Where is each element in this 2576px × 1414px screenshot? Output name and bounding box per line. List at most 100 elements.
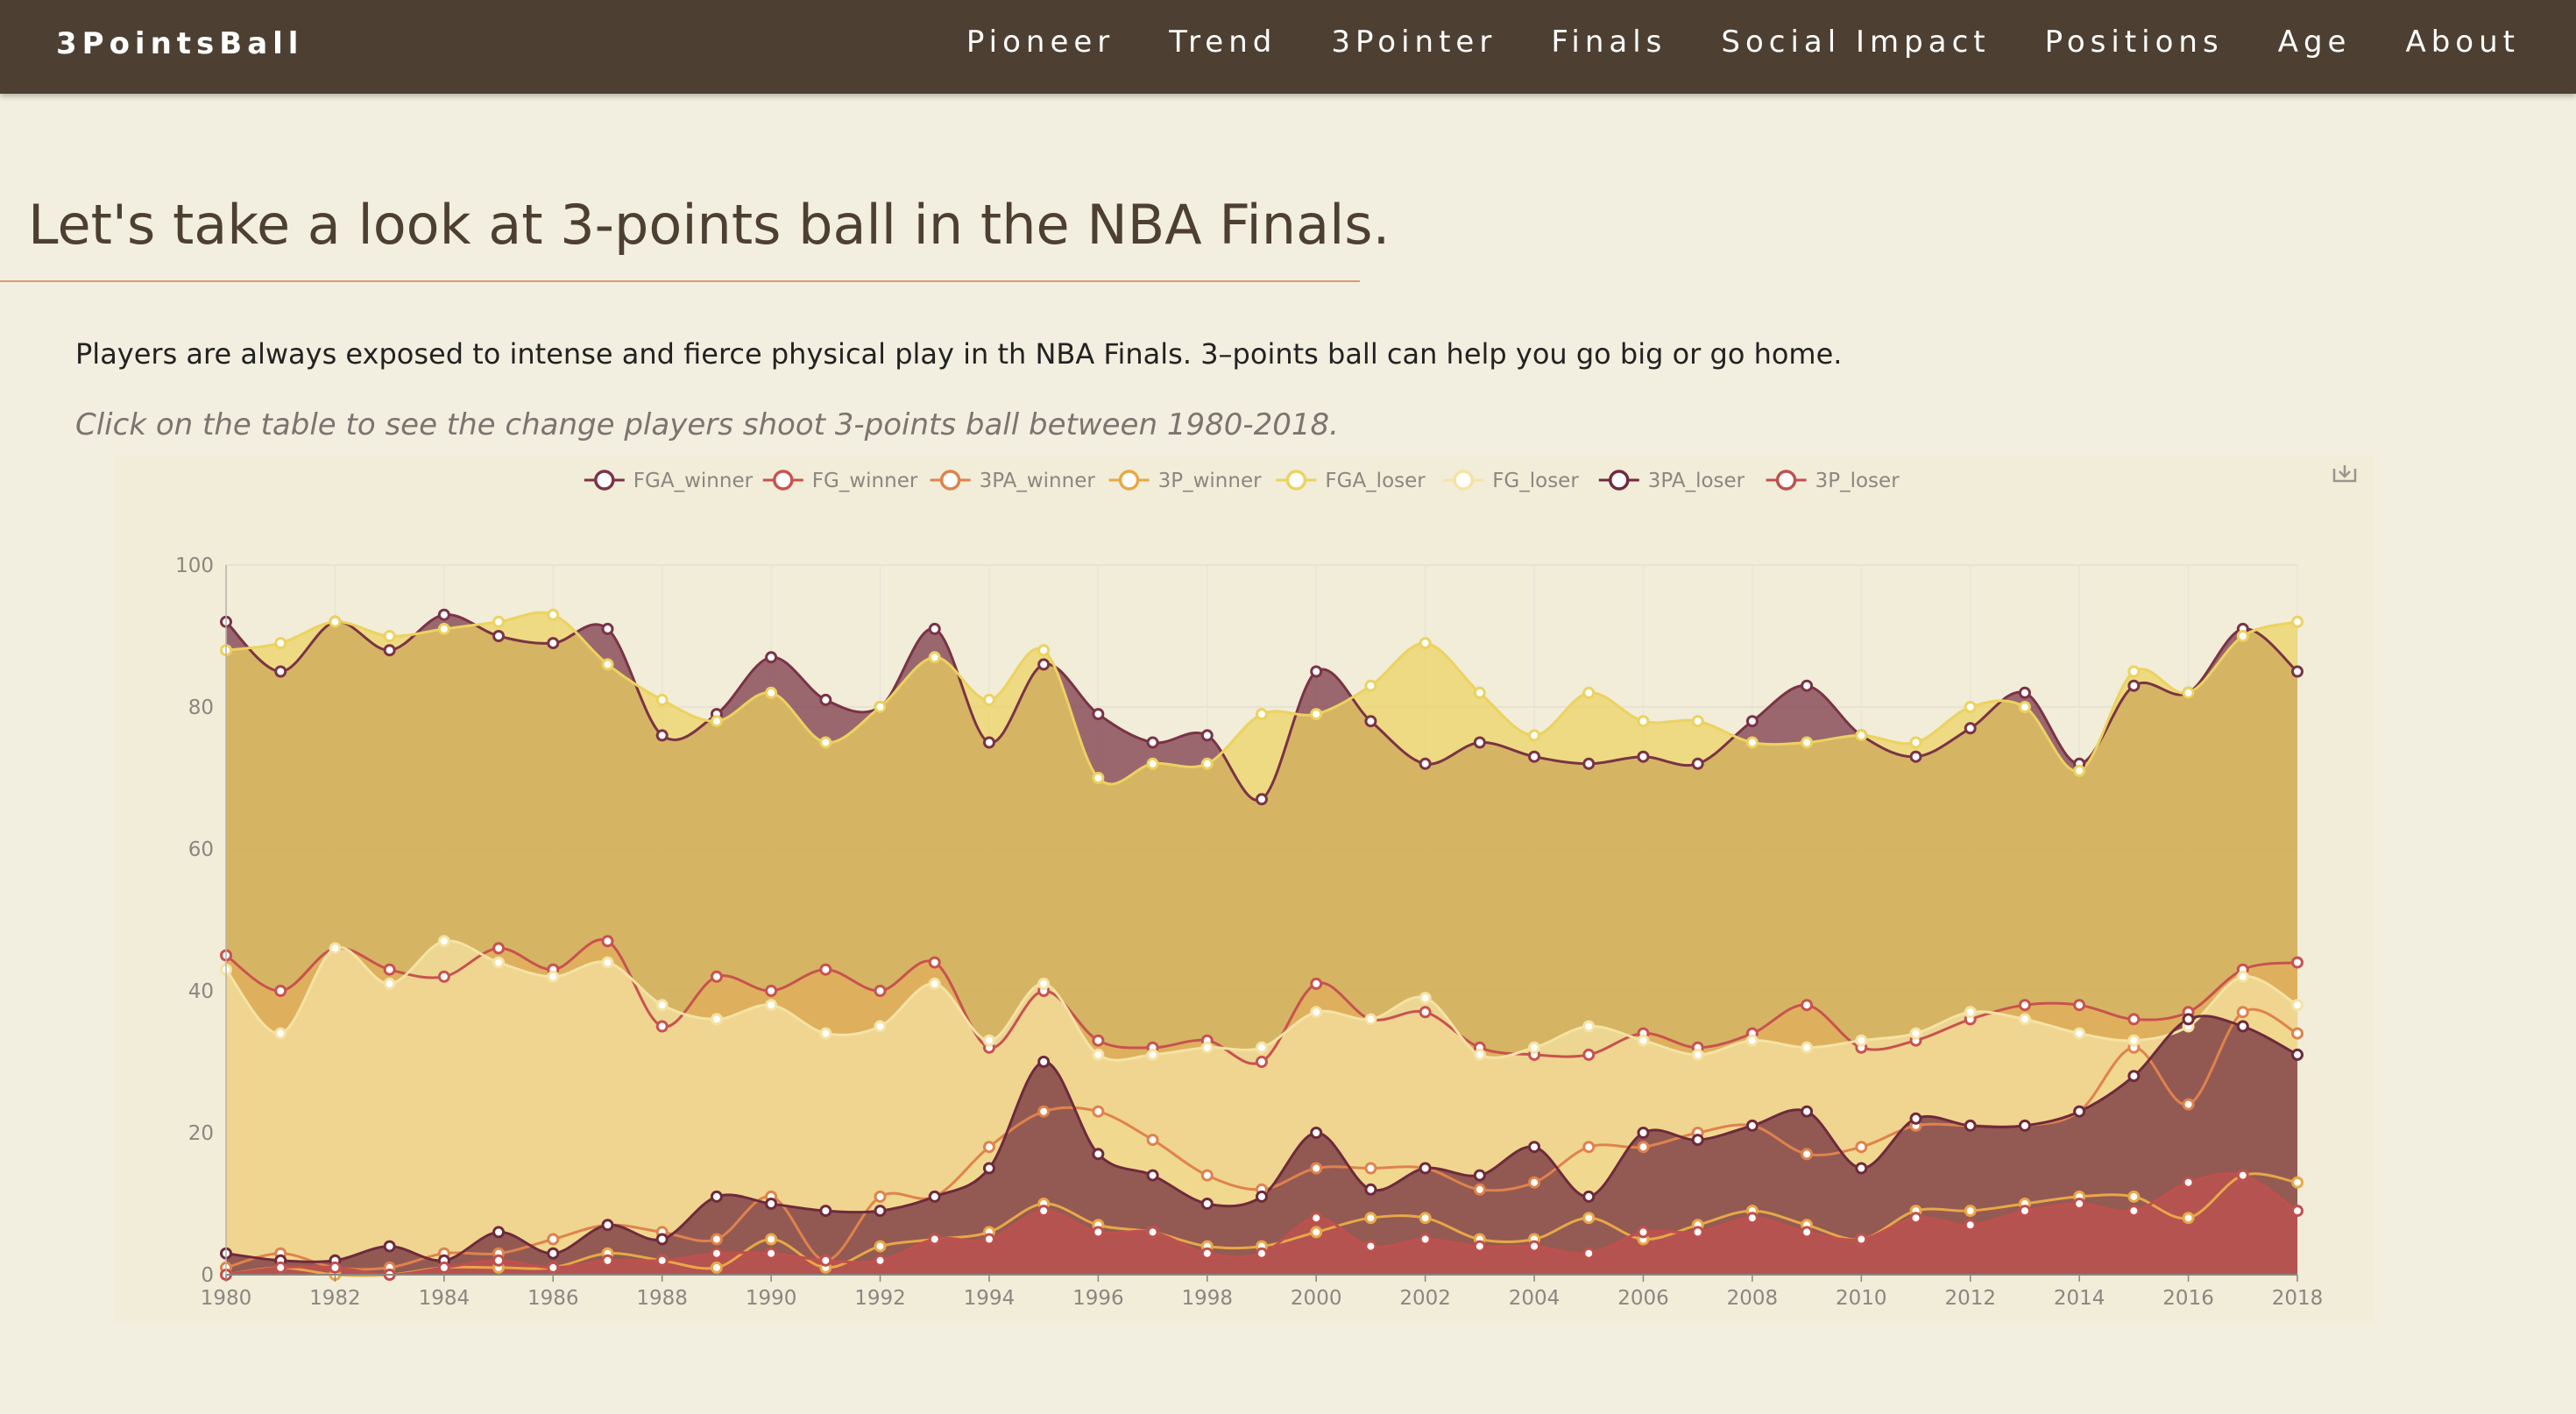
point-3PA_loser[interactable]	[1364, 1183, 1377, 1196]
point-FG_winner[interactable]	[928, 956, 941, 969]
point-FG_loser[interactable]	[1256, 1041, 1268, 1054]
point-3PA_loser[interactable]	[601, 1219, 614, 1232]
nav-link-positions[interactable]: Positions	[2044, 25, 2224, 60]
point-FGA_loser[interactable]	[1909, 736, 1922, 749]
point-3P_winner[interactable]	[2291, 1176, 2304, 1189]
point-3PA_winner[interactable]	[1364, 1162, 1377, 1175]
point-FGA_winner[interactable]	[1256, 793, 1268, 806]
point-FG_winner[interactable]	[1310, 977, 1323, 990]
point-FG_loser[interactable]	[1419, 992, 1432, 1005]
point-FG_winner[interactable]	[601, 935, 614, 948]
point-FGA_winner[interactable]	[383, 644, 396, 657]
point-FGA_loser[interactable]	[1745, 736, 1759, 749]
point-3PA_loser[interactable]	[547, 1247, 560, 1260]
point-FGA_loser[interactable]	[1146, 757, 1159, 770]
point-FGA_winner[interactable]	[492, 630, 506, 642]
point-3PA_winner[interactable]	[1092, 1105, 1105, 1118]
point-FG_winner[interactable]	[2127, 1013, 2141, 1026]
point-FGA_loser[interactable]	[1092, 772, 1105, 784]
point-FGA_loser[interactable]	[601, 658, 614, 671]
point-3PA_winner[interactable]	[1637, 1141, 1650, 1154]
point-3PA_loser[interactable]	[383, 1240, 396, 1253]
brand-logo[interactable]: 3PointsBall	[56, 26, 304, 61]
finals-area-chart[interactable]: 0 20 40 60 80 100 1980 1982 1984 1986 1988 1990 1992…	[114, 456, 2374, 1323]
point-3PA_loser[interactable]	[765, 1198, 778, 1210]
point-FGA_winner[interactable]	[1200, 729, 1214, 742]
point-3PA_winner[interactable]	[547, 1233, 560, 1246]
point-FGA_loser[interactable]	[710, 715, 723, 728]
point-FGA_winner[interactable]	[1801, 679, 1814, 692]
point-3PA_winner[interactable]	[2291, 1027, 2304, 1040]
nav-link-age[interactable]: Age	[2277, 25, 2352, 60]
point-3PA_loser[interactable]	[2018, 1119, 2031, 1132]
point-FGA_winner[interactable]	[2018, 686, 2031, 699]
legend-item-3P_winner[interactable]: 3P_winner	[1108, 470, 1263, 492]
point-3PA_loser[interactable]	[1582, 1190, 1596, 1203]
download-icon[interactable]	[2332, 465, 2357, 483]
point-3P_loser[interactable]	[1964, 1219, 1977, 1232]
point-FG_loser[interactable]	[492, 956, 506, 969]
point-FGA_loser[interactable]	[1855, 729, 1868, 742]
point-3PA_loser[interactable]	[655, 1233, 669, 1246]
point-FGA_loser[interactable]	[2182, 686, 2195, 699]
point-FG_winner[interactable]	[819, 963, 832, 976]
point-FG_loser[interactable]	[437, 935, 450, 948]
point-3PA_loser[interactable]	[2236, 1020, 2249, 1033]
point-FG_loser[interactable]	[1473, 1048, 1486, 1061]
point-FGA_winner[interactable]	[982, 736, 995, 749]
nav-link-about[interactable]: About	[2405, 25, 2520, 60]
point-FGA_loser[interactable]	[1037, 644, 1051, 657]
point-FG_loser[interactable]	[1364, 1013, 1377, 1026]
point-FG_loser[interactable]	[765, 999, 778, 1012]
point-3PA_winner[interactable]	[1310, 1162, 1323, 1175]
point-FGA_winner[interactable]	[1637, 750, 1650, 763]
point-FG_winner[interactable]	[2291, 956, 2304, 969]
point-3PA_loser[interactable]	[1855, 1162, 1868, 1175]
point-3P_winner[interactable]	[710, 1261, 723, 1274]
point-FG_loser[interactable]	[1037, 977, 1051, 990]
point-3P_loser[interactable]	[819, 1254, 832, 1267]
legend-item-3P_loser[interactable]: 3P_loser	[1766, 470, 1900, 492]
point-FG_winner[interactable]	[874, 985, 887, 997]
point-FGA_loser[interactable]	[765, 686, 778, 699]
point-FGA_winner[interactable]	[1419, 757, 1432, 770]
point-FG_winner[interactable]	[1582, 1048, 1596, 1061]
point-3PA_loser[interactable]	[1473, 1169, 1486, 1182]
nav-link-trend[interactable]: Trend	[1169, 25, 1277, 60]
point-3P_loser[interactable]	[2291, 1205, 2304, 1218]
point-3PA_winner[interactable]	[982, 1141, 995, 1154]
point-FG_winner[interactable]	[1256, 1056, 1268, 1068]
point-FGA_loser[interactable]	[874, 701, 887, 713]
point-3P_loser[interactable]	[1256, 1247, 1268, 1260]
point-FGA_loser[interactable]	[819, 736, 832, 749]
legend-item-FGA_loser[interactable]: FGA_loser	[1276, 470, 1426, 492]
point-3PA_winner[interactable]	[1146, 1134, 1159, 1147]
point-3PA_loser[interactable]	[1256, 1190, 1268, 1203]
point-3PA_loser[interactable]	[2127, 1070, 2141, 1083]
legend-item-3PA_loser[interactable]: 3PA_loser	[1598, 470, 1745, 492]
point-3P_loser[interactable]	[1801, 1226, 1814, 1239]
point-FG_loser[interactable]	[1637, 1034, 1650, 1047]
point-3P_loser[interactable]	[1037, 1205, 1051, 1218]
point-FGA_loser[interactable]	[2127, 665, 2141, 678]
point-3PA_loser[interactable]	[1200, 1198, 1214, 1210]
point-3PA_loser[interactable]	[492, 1226, 506, 1239]
point-3P_loser[interactable]	[1691, 1226, 1704, 1239]
point-FG_loser[interactable]	[2127, 1034, 2141, 1047]
point-3PA_loser[interactable]	[982, 1162, 995, 1175]
point-3PA_loser[interactable]	[819, 1205, 832, 1218]
point-FG_winner[interactable]	[2018, 999, 2031, 1012]
point-FG_winner[interactable]	[2073, 999, 2086, 1012]
point-3P_loser[interactable]	[1745, 1212, 1759, 1225]
point-FGA_winner[interactable]	[765, 651, 778, 664]
point-FGA_loser[interactable]	[383, 630, 396, 642]
point-3PA_loser[interactable]	[1092, 1148, 1105, 1161]
point-FG_loser[interactable]	[1691, 1048, 1704, 1061]
point-FGA_winner[interactable]	[1964, 722, 1977, 735]
point-3P_loser[interactable]	[2182, 1176, 2195, 1189]
point-3PA_loser[interactable]	[2291, 1048, 2304, 1061]
point-3PA_loser[interactable]	[874, 1205, 887, 1218]
point-FG_winner[interactable]	[710, 970, 723, 983]
point-3PA_winner[interactable]	[1200, 1169, 1214, 1182]
point-FGA_winner[interactable]	[1691, 757, 1704, 770]
